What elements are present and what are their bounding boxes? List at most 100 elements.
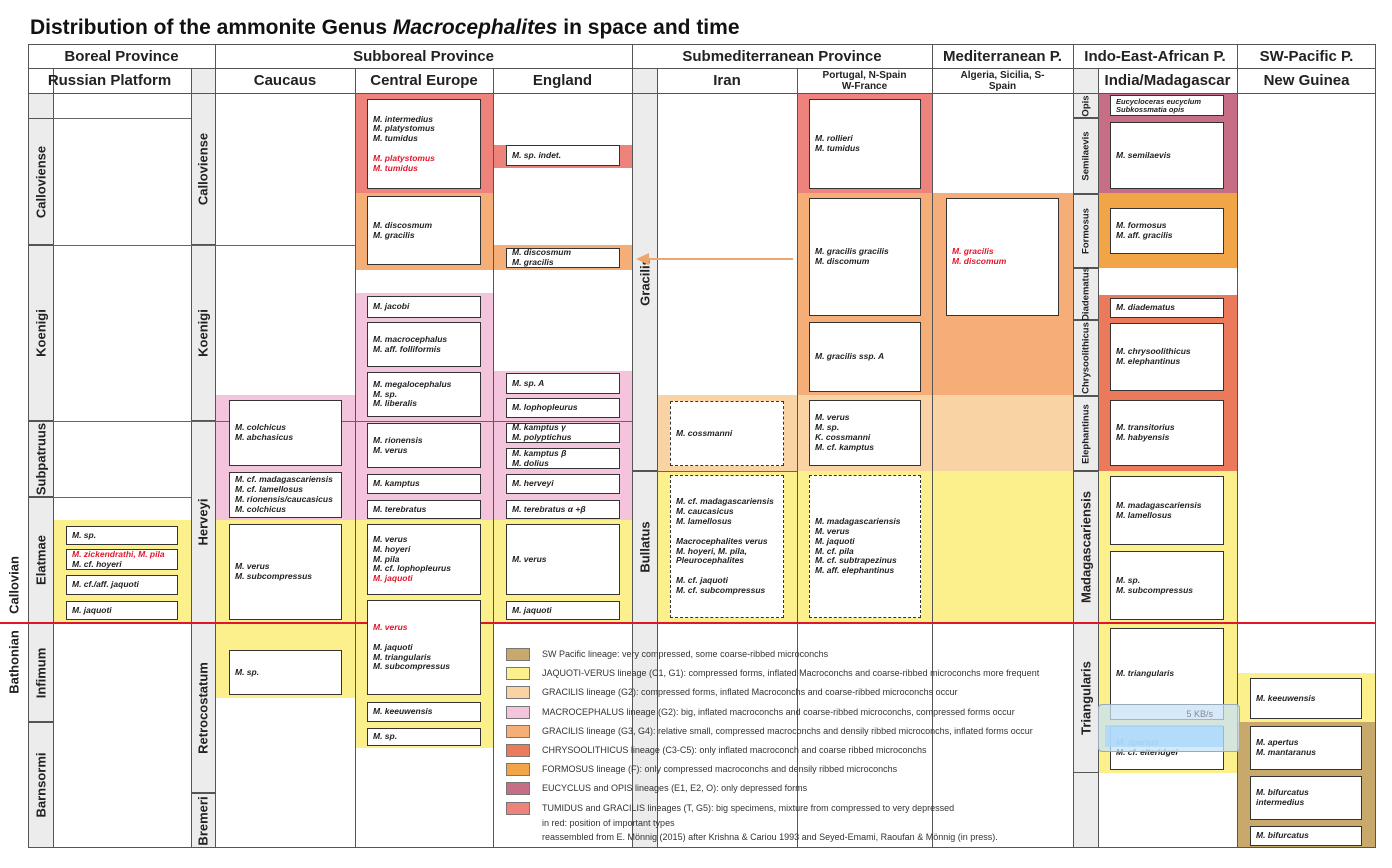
species-box: M. madagascariensis M. verus M. jaquoti M. … [809, 475, 921, 618]
species-name: M. bifurcatus [1256, 787, 1309, 798]
species-name: M. caucasicus [676, 506, 734, 517]
arrow-head [636, 253, 649, 265]
lineage-band [493, 371, 632, 520]
widget-speed: 5 KB/s [1186, 709, 1213, 719]
region-header: New Guinea [1263, 72, 1350, 89]
species-name: M. aff. gracilis [1116, 230, 1173, 240]
species-name: M. terebratus α +β [512, 503, 586, 514]
species-name: intermedius [1256, 797, 1305, 807]
legend-swatch [506, 686, 530, 700]
species-box: M. apertus M. mantaranus [1250, 726, 1362, 770]
species-name: M. diadematus [1116, 302, 1176, 313]
species-box: M. herveyi [506, 474, 620, 494]
legend-text: EUCYCLUS and OPIS lineages (E1, E2, O): … [542, 783, 808, 794]
species-box: M. bifurcatus [1250, 826, 1362, 846]
legend-swatch [506, 744, 530, 757]
species-name: M. hoyeri, M. pila, [676, 545, 747, 556]
species-name: M. aff. elephantinus [815, 565, 895, 576]
zone-cell [1073, 320, 1098, 396]
legend-swatch [506, 667, 530, 681]
species-name: M. zickendrathi, M. pila [72, 549, 165, 559]
title-italic: Macrocephalites [392, 16, 558, 39]
zone-line [53, 245, 355, 246]
species-box: M. chrysoolithicus M. elephantinus [1110, 323, 1224, 391]
species-name: M. terebratus [373, 503, 427, 514]
legend-swatch [506, 763, 530, 777]
zone-line [657, 471, 797, 472]
zone-cell [1073, 268, 1098, 320]
species-name: M. madagascariensis [815, 516, 901, 527]
region-header: Algeria, Sicilia, S- Spain [960, 69, 1045, 92]
stage-label: Callovian [6, 556, 22, 614]
species-name: M. discomum [952, 256, 1007, 266]
stage-label: Bathonian [6, 630, 22, 694]
species-name: M. hoyeri [373, 543, 411, 554]
species-name: M. discosmum [373, 219, 433, 230]
species-name: M. keeuwensis [373, 706, 433, 717]
species-name: M. verus [373, 621, 408, 632]
legend-text: GRACILIS lineage (G3, G4): relative smal… [542, 725, 1033, 736]
species-name: M. tumidus [815, 143, 860, 153]
species-box: M. sp. M. subcompressus [1110, 551, 1224, 620]
species-name: M. sp. indet. [512, 149, 562, 160]
legend-text: SW Pacific lineage: very compressed, som… [542, 649, 829, 659]
species-box: M. jaquoti [506, 601, 620, 620]
column-line [53, 68, 54, 848]
legend-swatch [506, 648, 530, 661]
header-line [28, 68, 1376, 69]
species-name: M. cf. jaquoti [676, 575, 728, 586]
species-name: M. verus [815, 412, 850, 423]
species-name: M. apertus [1256, 737, 1299, 748]
species-box: M. verus M. sp. K. cossmanni M. cf. kamptus [809, 400, 921, 466]
species-name: M. jacobi [373, 301, 410, 312]
species-name: M. sp. [72, 529, 97, 540]
species-box: M. madagascariensis M. lamellosus [1110, 476, 1224, 545]
species-box: M. sp. [367, 728, 481, 746]
region-header: Portugal, N-Spain W-France [822, 69, 907, 92]
species-box: M. sp. [66, 526, 178, 545]
species-name: M. habyensis [1116, 432, 1170, 442]
species-name: M. sp. [1116, 574, 1141, 585]
legend-swatch [506, 801, 530, 815]
province-header: SW-Pacific P. [1259, 47, 1354, 65]
species-name: M. discomum [815, 256, 870, 266]
species-name: Pleurocephalites [676, 555, 745, 566]
zone-cell [28, 245, 53, 421]
species-name: M. gracilis [373, 229, 415, 240]
species-box: M. cossmanni [670, 401, 784, 466]
province-header: Submediterranean Province [682, 47, 882, 65]
species-name: M. platystomus [373, 123, 435, 134]
species-box: M. verus M. hoyeri M. pila M. cf. lophopleu… [367, 524, 481, 595]
column-line [797, 68, 798, 848]
species-name: M. sp. [373, 388, 398, 399]
species-name: M. cf. madagascariensis [676, 496, 774, 507]
species-box: M. cf./aff. jaquoti [66, 575, 178, 595]
species-box: M. jacobi [367, 296, 481, 318]
species-name: M. subcompressus [1116, 584, 1193, 595]
species-name: M. jaquoti [373, 573, 413, 584]
species-box: M. kamptus [367, 474, 481, 494]
species-box: M. verus M. jaquoti M. triangularis M. subc… [367, 600, 481, 695]
species-name: M. verus [373, 534, 408, 544]
region-header: England [532, 72, 593, 89]
region-header: Central Europe [370, 72, 478, 89]
species-name: M. cf. pila [815, 545, 854, 556]
lineage-band [932, 471, 1073, 623]
title: Distribution of the ammonite Genus Macro… [30, 16, 740, 40]
species-name: M. liberalis [373, 398, 417, 409]
province-header: Indo-East-African P. [1084, 47, 1226, 65]
species-name: M. formosus [1116, 220, 1167, 231]
species-box: M. sp. indet. [506, 145, 620, 166]
zone-column [632, 68, 657, 848]
species-box: M. transitorius M. habyensis [1110, 400, 1224, 466]
species-box: M. gracilis ssp. A [809, 322, 921, 392]
header-line [28, 93, 1376, 94]
species-box: M. jaquoti [66, 601, 178, 620]
species-box: M. bifurcatus intermedius [1250, 776, 1362, 820]
legend-swatch [506, 705, 530, 719]
region-header: Russian Platform [47, 72, 172, 89]
species-box: M. cf. madagascariensis M. cf. lamellosus… [229, 472, 342, 518]
column-line [215, 44, 216, 68]
zone-line [53, 497, 191, 498]
